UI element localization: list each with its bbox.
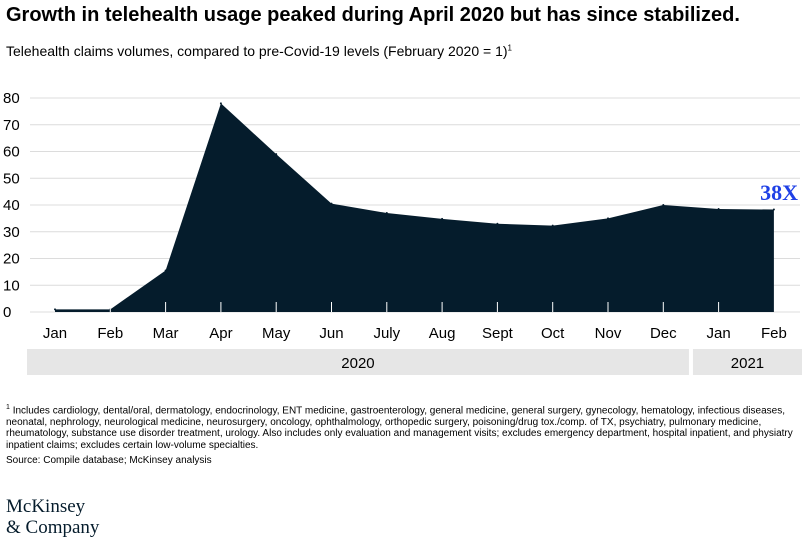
y-tick-label: 80: [3, 90, 20, 107]
x-tick-label: July: [373, 325, 400, 342]
y-tick-label: 70: [3, 117, 20, 134]
data-point: [551, 224, 554, 227]
logo-line-2: & Company: [6, 517, 100, 538]
y-tick-label: 60: [3, 144, 20, 161]
year-band: [692, 349, 802, 375]
data-point: [717, 208, 720, 211]
footnote-text: Includes cardiology, dental/oral, dermat…: [6, 405, 793, 451]
footnote-marker: 1: [6, 404, 10, 411]
x-tick-label: Sept: [482, 325, 514, 342]
data-point: [385, 212, 388, 215]
y-tick-label: 10: [3, 277, 20, 294]
x-tick-label: Apr: [209, 325, 232, 342]
year-label: 2021: [731, 355, 764, 372]
data-point: [607, 217, 609, 220]
x-tick-label: Feb: [97, 325, 123, 342]
chart-title: Growth in telehealth usage peaked during…: [6, 4, 740, 26]
area-series: [55, 103, 774, 312]
x-tick-label: May: [262, 325, 291, 342]
telehealth-area-chart: 0 10 20 30 40 50 60 70 80 Jan Feb Mar Apr May Jun July A…: [3, 90, 802, 375]
x-tick-label: Dec: [650, 325, 677, 342]
y-tick-label: 0: [3, 304, 11, 321]
x-tick-label: Jun: [319, 325, 343, 342]
data-point: [772, 208, 775, 211]
logo-line-1: McKinsey: [6, 496, 86, 517]
mckinsey-logo: McKinsey & Company: [6, 496, 99, 538]
x-tick-label: Oct: [541, 325, 565, 342]
data-point: [441, 217, 444, 220]
year-band: [27, 349, 689, 375]
y-tick-label: 30: [3, 224, 20, 241]
data-point: [219, 102, 222, 105]
x-tick-label: Jan: [43, 325, 67, 342]
footnote: 1 Includes cardiology, dental/oral, derm…: [6, 402, 798, 451]
data-point: [275, 153, 278, 156]
data-point: [662, 204, 665, 206]
y-tick-label: 40: [3, 197, 20, 214]
x-tick-label: Aug: [429, 325, 456, 342]
data-point: [164, 269, 167, 272]
chart-subtitle: Telehealth claims volumes, compared to p…: [6, 43, 512, 59]
y-tick-label: 20: [3, 251, 20, 268]
x-tick-label: Mar: [153, 325, 179, 342]
data-point: [54, 308, 56, 311]
subtitle-footnote-marker: 1: [507, 43, 512, 53]
annotation-38x: 38X: [760, 180, 798, 205]
x-tick-label: Jan: [707, 325, 731, 342]
subtitle-text: Telehealth claims volumes, compared to p…: [6, 43, 508, 59]
x-tick-label: Feb: [761, 325, 787, 342]
y-tick-label: 50: [3, 170, 20, 187]
source-note: Source: Compile database; McKinsey analy…: [6, 455, 212, 466]
x-tick-label: Nov: [595, 325, 622, 342]
data-point: [496, 222, 499, 225]
year-label: 2020: [341, 355, 374, 372]
data-point: [330, 202, 333, 205]
